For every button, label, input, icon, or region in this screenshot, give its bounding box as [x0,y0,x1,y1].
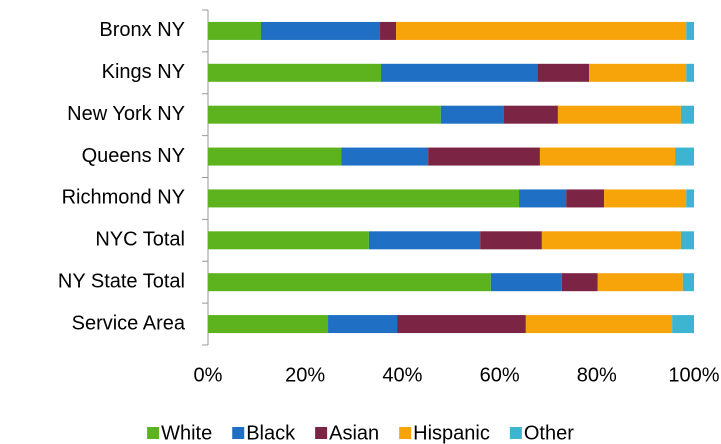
bar-segment [503,105,558,124]
x-tick-label: 20% [285,364,325,386]
bar-segment [686,21,694,40]
bar-segment [328,315,398,334]
x-tick-label: 80% [577,364,617,386]
bar-segment [380,21,397,40]
bar-segment [208,231,369,250]
bar-segment [680,105,694,124]
x-tick-label: 100% [668,364,719,386]
bar-segment [490,273,562,292]
bar-segment [537,63,590,82]
legend-label: White [161,422,212,444]
legend-marker [232,427,245,439]
bar-segment [208,63,382,82]
y-tick-label: Service Area [72,312,186,334]
legend-marker [399,427,412,439]
y-tick-label: Kings NY [102,61,185,83]
bar-segment [341,147,429,166]
legend-label: Other [524,422,574,444]
bar-segment [208,315,329,334]
bar-segment [381,63,538,82]
bar-segment [519,189,567,208]
legend-marker [315,427,328,439]
bar-segment [480,231,542,250]
bar-segment [428,147,540,166]
y-tick-label: NY State Total [58,270,185,292]
bar-segment [440,105,504,124]
bar-segment [566,189,605,208]
y-tick-label: Richmond NY [62,187,185,209]
bar-segment [208,105,441,124]
bar-segment [682,273,694,292]
legend-marker [147,427,160,439]
legend-label: Black [246,422,296,444]
legend-label: Hispanic [413,422,490,444]
bar-segment [597,273,683,292]
bar-segment [672,315,694,334]
bar-segment [675,147,694,166]
legend-label: Asian [329,422,379,444]
bar-segment [541,231,681,250]
bar-segment [208,21,261,40]
y-tick-label: Bronx NY [99,19,185,41]
bar-segment [604,189,687,208]
bar-segment [396,21,687,40]
bar-segment [525,315,673,334]
y-tick-label: NYC Total [95,229,185,251]
bar-segment [260,21,381,40]
x-tick-label: 0% [194,364,223,386]
bar-segment [561,273,598,292]
bar-segment [680,231,694,250]
bar-segment [686,63,694,82]
bar-segment [589,63,687,82]
bar-segment [208,189,520,208]
bar-segment [539,147,676,166]
x-tick-label: 40% [382,364,422,386]
bar-segment [397,315,526,334]
x-tick-label: 60% [480,364,520,386]
legend-marker [509,427,522,439]
bar-segment [208,273,491,292]
bar-segment [557,105,681,124]
bar-segment [208,147,342,166]
bar-segment [368,231,481,250]
y-tick-label: New York NY [67,103,185,125]
y-tick-label: Queens NY [82,145,185,167]
bar-segment [686,189,694,208]
